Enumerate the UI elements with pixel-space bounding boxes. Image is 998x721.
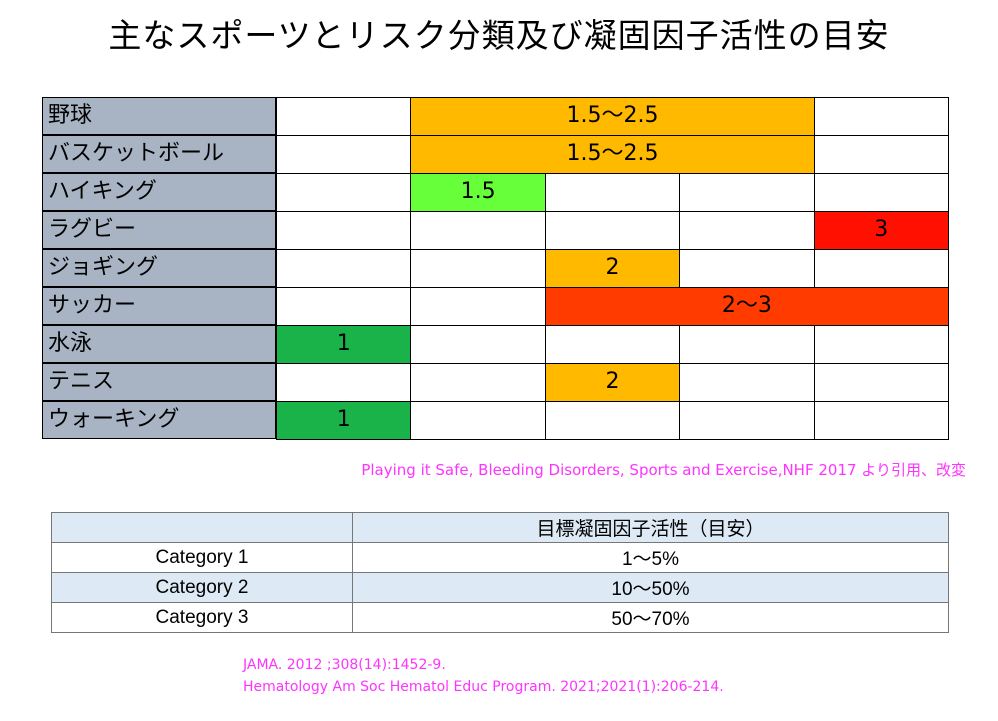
category-value: 1～5% (352, 542, 949, 573)
category-label: Category 1 (51, 542, 353, 573)
grid-cell (679, 401, 815, 440)
citation-line: Hematology Am Soc Hematol Educ Program. … (243, 679, 724, 695)
grid-cell (813, 249, 949, 288)
sport-name: ジョギング (42, 249, 276, 287)
activity-bar: 2 (544, 249, 681, 288)
grid-cell (276, 363, 412, 402)
grid-cell (544, 325, 681, 364)
grid-cell (276, 249, 412, 288)
grid-cell (679, 173, 815, 212)
grid-cell (679, 211, 815, 250)
sport-name: バスケットボール (42, 135, 276, 173)
target-activity-header: 目標凝固因子活性（目安） (352, 512, 949, 543)
grid-cell (410, 287, 546, 326)
grid-cell (276, 97, 412, 136)
grid-cell (276, 135, 412, 174)
sport-name: ウォーキング (42, 401, 276, 439)
page-title: 主なスポーツとリスク分類及び凝固因子活性の目安 (108, 16, 890, 55)
table-row: Category 3 50～70% (51, 602, 949, 633)
grid-cell (276, 173, 412, 212)
grid-cell (813, 135, 949, 174)
grid-cell (813, 325, 949, 364)
activity-bar: 2 (544, 363, 681, 402)
grid-cell (276, 211, 412, 250)
grid-cell (679, 363, 815, 402)
sport-name: ラグビー (42, 211, 276, 249)
activity-bar: 1.5 (410, 173, 546, 212)
table-row: Category 2 10～50% (51, 572, 949, 603)
category-value: 50～70% (352, 602, 949, 633)
activity-bar: 1.5～2.5 (410, 135, 815, 174)
sport-name: テニス (42, 363, 276, 401)
grid-cell (544, 211, 681, 250)
grid-cell (410, 325, 546, 364)
grid-cell (410, 211, 546, 250)
category-label: Category 2 (51, 572, 353, 603)
grid-cell (679, 249, 815, 288)
grid-cell (410, 401, 546, 440)
grid-cell (813, 173, 949, 212)
sport-name: サッカー (42, 287, 276, 325)
category-table: 目標凝固因子活性（目安） Category 1 1～5% Category 2 … (51, 512, 949, 633)
grid-cell (813, 97, 949, 136)
table-row: Category 1 1～5% (51, 542, 949, 573)
category-table-header-row: 目標凝固因子活性（目安） (51, 512, 949, 543)
grid-cell (410, 249, 546, 288)
sport-name: ハイキング (42, 173, 276, 211)
activity-bar: 3 (813, 211, 949, 250)
activity-bar: 1 (276, 401, 412, 440)
grid-cell (544, 401, 681, 440)
sport-name: 水泳 (42, 325, 276, 363)
activity-bar: 1.5～2.5 (410, 97, 815, 136)
activity-bar: 2～3 (544, 287, 949, 326)
sports-risk-grid: 野球 1.5～2.5 バスケットボール 1.5～2.5 ハイキング 1.5 ラグビー 3 ジョギ… (42, 97, 949, 440)
sport-name: 野球 (42, 97, 276, 135)
citation-references: JAMA. 2012 ;308(14):1452-9. Hematology A… (243, 654, 724, 698)
citation-line: JAMA. 2012 ;308(14):1452-9. (243, 657, 446, 673)
grid-cell (410, 363, 546, 402)
grid-cell (276, 287, 412, 326)
grid-cell (813, 401, 949, 440)
category-header-cell (51, 512, 353, 543)
category-label: Category 3 (51, 602, 353, 633)
citation-nhf: Playing it Safe, Bleeding Disorders, Spo… (361, 461, 966, 479)
grid-cell (679, 325, 815, 364)
activity-bar: 1 (276, 325, 412, 364)
grid-cell (813, 363, 949, 402)
category-value: 10～50% (352, 572, 949, 603)
grid-cell (544, 173, 681, 212)
